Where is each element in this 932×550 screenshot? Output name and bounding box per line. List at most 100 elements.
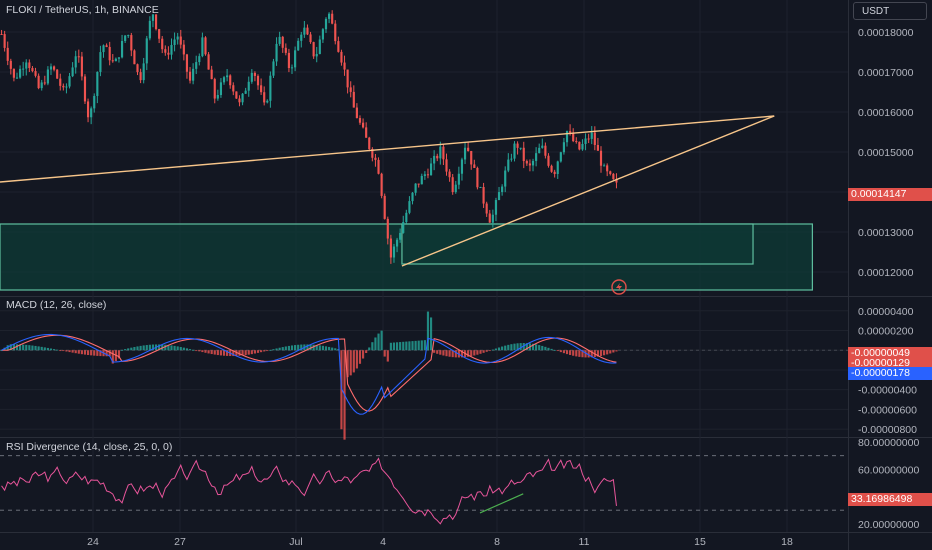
candle-body bbox=[358, 118, 362, 123]
candle-body bbox=[68, 76, 71, 87]
macd-histogram-bar bbox=[355, 350, 358, 369]
macd-histogram-bar bbox=[544, 346, 547, 351]
macd-signal-badge: -0.00000129 bbox=[848, 357, 932, 370]
candle-body bbox=[507, 159, 510, 171]
macd-histogram-bar bbox=[315, 344, 318, 351]
candle-body bbox=[306, 27, 309, 35]
candle-body bbox=[182, 44, 185, 55]
candle-body bbox=[467, 147, 470, 151]
macd-histogram-bar bbox=[74, 350, 77, 354]
macd-histogram-bar bbox=[6, 345, 9, 351]
x-tick-label: 11 bbox=[579, 536, 590, 548]
trendline bbox=[0, 115, 775, 183]
macd-histogram-bar bbox=[300, 344, 303, 351]
candle-body bbox=[96, 71, 99, 96]
macd-histogram-bar bbox=[538, 345, 541, 351]
candle-body bbox=[439, 146, 442, 159]
macd-title[interactable]: MACD (12, 26, close) bbox=[6, 299, 107, 311]
macd-histogram-bar bbox=[222, 350, 226, 356]
macd-line bbox=[1, 333, 617, 415]
macd-histogram-bar bbox=[491, 349, 494, 351]
macd-histogram-bar bbox=[9, 344, 12, 351]
macd-histogram-bar bbox=[198, 350, 201, 352]
candle-body bbox=[164, 49, 167, 53]
candle-body bbox=[374, 157, 377, 160]
macd-histogram-bar bbox=[201, 350, 204, 353]
candle-body bbox=[102, 45, 105, 53]
candle-body bbox=[599, 150, 603, 166]
macd-histogram-bar bbox=[575, 350, 578, 357]
candle-body bbox=[578, 141, 581, 150]
macd-histogram-bar bbox=[368, 347, 371, 351]
macd-histogram-bar bbox=[417, 340, 420, 351]
lightning-icon[interactable] bbox=[611, 279, 627, 295]
macd-histogram-bar bbox=[525, 343, 528, 351]
macd-histogram-bar bbox=[451, 350, 454, 358]
macd-histogram-bar bbox=[408, 341, 411, 351]
candle-body bbox=[553, 171, 556, 175]
candle-body bbox=[192, 68, 195, 81]
candle-body bbox=[158, 29, 161, 39]
candle-body bbox=[93, 95, 96, 109]
macd-histogram-bar bbox=[522, 343, 525, 351]
candle-body bbox=[59, 78, 62, 86]
macd-histogram-bar bbox=[46, 347, 49, 351]
candle-body bbox=[488, 213, 491, 223]
candle-body bbox=[414, 183, 417, 193]
candle-body bbox=[569, 131, 572, 133]
currency-button[interactable]: USDT bbox=[853, 2, 927, 20]
macd-histogram-bar bbox=[139, 345, 142, 351]
candle-body bbox=[386, 218, 389, 239]
candle-body bbox=[188, 71, 192, 81]
macd-histogram-bar bbox=[581, 350, 584, 358]
candle-body bbox=[80, 56, 83, 77]
candle-body bbox=[491, 214, 494, 223]
macd-histogram-bar bbox=[501, 346, 504, 351]
candle-body bbox=[142, 63, 145, 81]
candle-body bbox=[71, 67, 74, 77]
candle-body bbox=[43, 82, 46, 84]
macd-histogram-bar bbox=[423, 340, 426, 351]
candle-body bbox=[22, 68, 25, 70]
macd-histogram-bar bbox=[71, 350, 74, 353]
macd-histogram-bar bbox=[331, 347, 334, 351]
macd-histogram-bar bbox=[584, 350, 587, 358]
candle-body bbox=[226, 75, 229, 78]
candle-body bbox=[324, 18, 328, 30]
macd-histogram-bar bbox=[309, 344, 312, 351]
candle-body bbox=[485, 203, 488, 214]
candle-body bbox=[256, 75, 260, 86]
macd-histogram-bar bbox=[117, 350, 121, 359]
macd-histogram-bar bbox=[488, 350, 491, 352]
macd-histogram-bar bbox=[442, 350, 445, 356]
macd-histogram-bar bbox=[510, 344, 513, 351]
candle-body bbox=[173, 39, 176, 45]
macd-histogram-bar bbox=[272, 349, 275, 351]
candle-body bbox=[28, 62, 31, 69]
candle-body bbox=[19, 68, 22, 78]
macd-histogram-bar bbox=[346, 350, 349, 378]
candle-body bbox=[565, 131, 569, 143]
candle-body bbox=[516, 143, 519, 148]
macd-histogram-bar bbox=[578, 350, 581, 357]
macd-histogram-bar bbox=[389, 342, 392, 351]
rsi-badge: 33.16986498 bbox=[848, 493, 932, 506]
rsi-title[interactable]: RSI Divergence (14, close, 25, 0, 0) bbox=[6, 441, 173, 453]
price-tick-label: 0.00012000 bbox=[858, 267, 914, 279]
macd-tick-label: -0.00000800 bbox=[858, 424, 917, 436]
candle-body bbox=[3, 34, 6, 48]
macd-histogram-bar bbox=[167, 345, 170, 351]
macd-histogram-bar bbox=[124, 349, 127, 351]
candle-body bbox=[479, 186, 482, 188]
candle-body bbox=[460, 159, 464, 174]
candle-body bbox=[238, 98, 241, 103]
candle-body bbox=[151, 14, 155, 21]
macd-histogram-bar bbox=[334, 348, 337, 351]
macd-histogram-bar bbox=[161, 344, 164, 351]
candle-body bbox=[229, 75, 232, 86]
candle-body bbox=[494, 200, 498, 215]
macd-histogram-bar bbox=[226, 350, 229, 356]
macd-histogram-bar bbox=[365, 350, 368, 353]
macd-histogram-bar bbox=[328, 346, 331, 351]
